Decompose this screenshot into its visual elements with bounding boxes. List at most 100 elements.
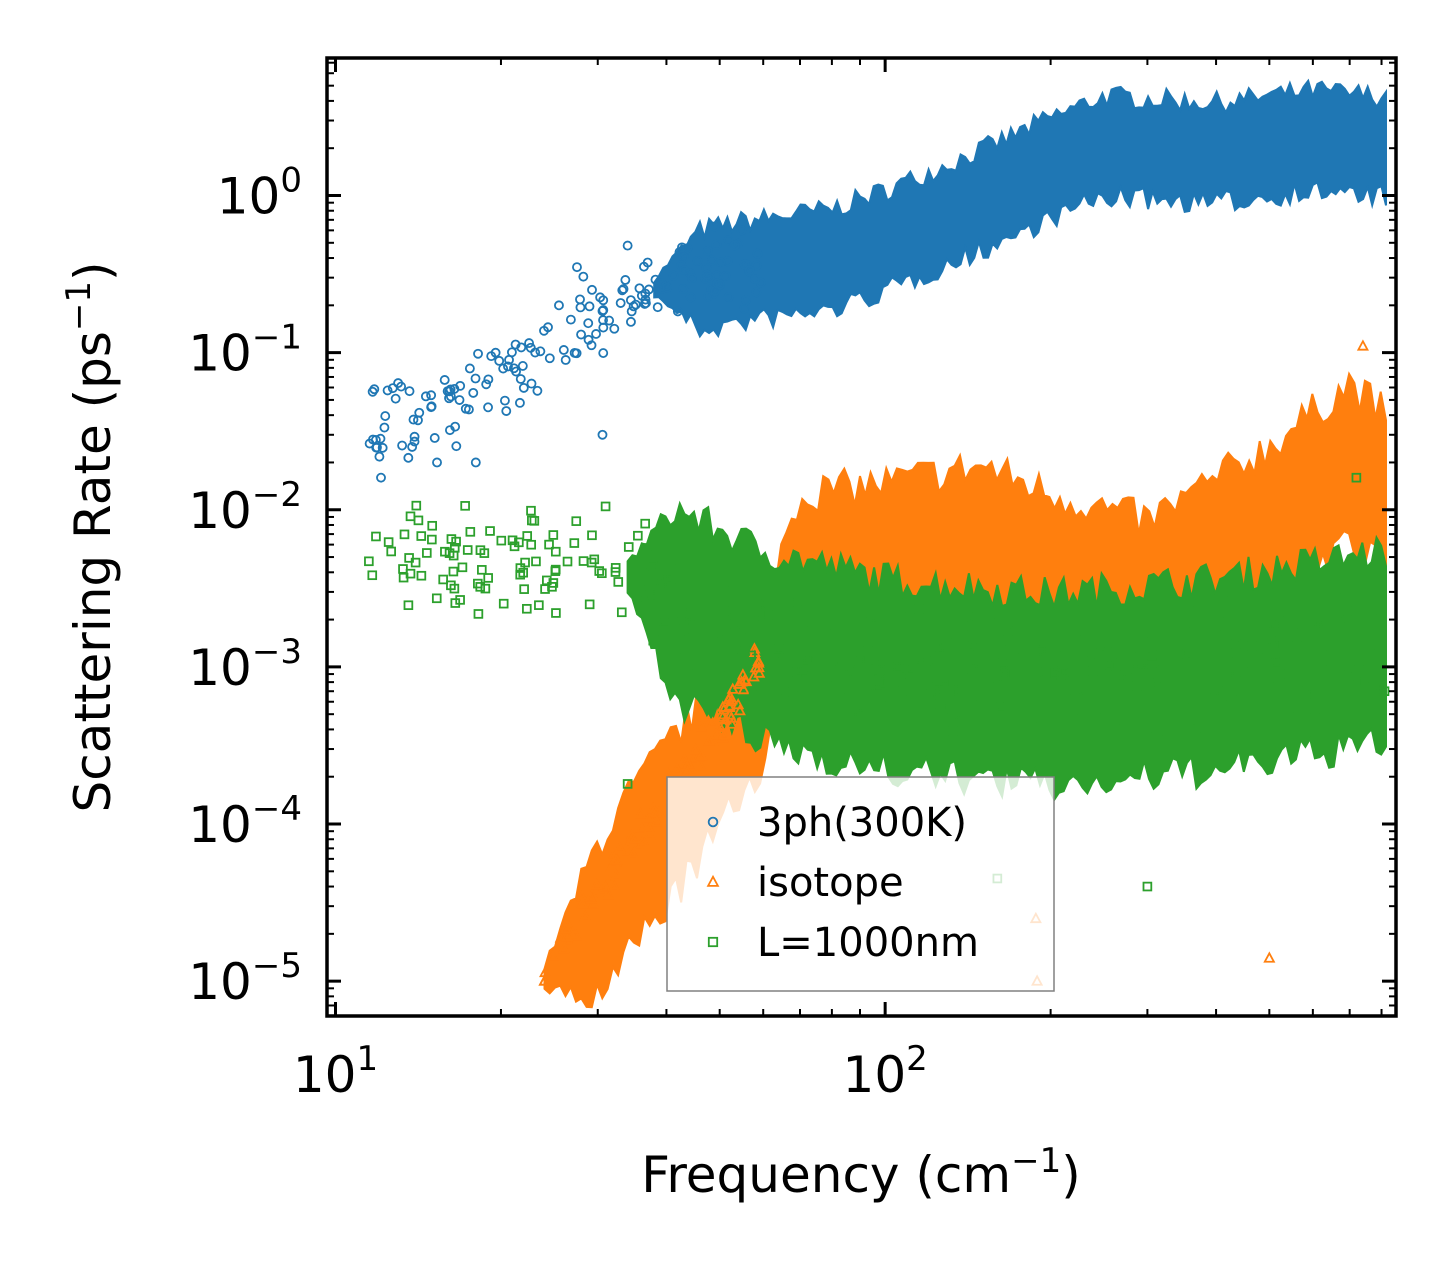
y-tick-label: 10−2 xyxy=(188,475,302,540)
data-point-circle xyxy=(583,318,594,329)
data-point-square xyxy=(1066,676,1076,687)
data-point-square xyxy=(594,566,605,576)
data-point-circle xyxy=(517,361,528,371)
data-point-square xyxy=(569,538,580,548)
data-point-square xyxy=(1228,672,1238,683)
data-point-circle xyxy=(379,422,390,433)
data-point-circle xyxy=(499,395,510,406)
data-point-square xyxy=(1341,608,1351,618)
data-point-square xyxy=(1105,659,1115,670)
data-point-square xyxy=(904,693,914,703)
data-point-circle xyxy=(426,402,437,413)
data-point-circle xyxy=(444,393,454,404)
data-point-square xyxy=(955,714,966,725)
data-point-circle xyxy=(692,256,703,266)
data-point-circle xyxy=(403,452,414,463)
data-point-square xyxy=(946,688,957,698)
data-point-square xyxy=(1266,674,1276,685)
data-point-square xyxy=(676,633,687,644)
data-point-square xyxy=(937,704,948,714)
data-point-square xyxy=(416,570,427,581)
data-point-triangle xyxy=(736,668,749,680)
data-point-circle xyxy=(678,283,689,294)
data-point-square xyxy=(792,667,802,677)
data-point-square xyxy=(890,660,901,671)
data-point-square xyxy=(835,656,845,666)
data-point-square xyxy=(1372,647,1382,658)
data-point-circle xyxy=(578,271,589,282)
data-point-square xyxy=(460,501,470,511)
data-point-square xyxy=(448,566,459,577)
data-point-square xyxy=(656,579,667,590)
data-point-square xyxy=(404,553,414,563)
plot-frame xyxy=(325,56,1398,1018)
data-point-square xyxy=(935,699,946,709)
data-point-circle xyxy=(620,275,631,285)
data-point-square xyxy=(1143,724,1154,735)
data-point-square xyxy=(477,565,487,575)
data-point-triangle xyxy=(695,720,708,732)
data-point-square xyxy=(866,664,877,675)
data-point-square xyxy=(947,685,958,696)
data-point-square xyxy=(1087,656,1097,667)
data-point-square xyxy=(1139,635,1150,645)
data-point-square xyxy=(986,616,997,627)
data-point-square xyxy=(1003,626,1013,636)
data-point-square xyxy=(1154,733,1165,744)
data-point-square xyxy=(852,629,863,640)
data-point-square xyxy=(1048,620,1059,630)
data-point-square xyxy=(1225,594,1236,605)
data-point-square xyxy=(1184,714,1195,725)
data-point-circle xyxy=(615,298,626,308)
data-point-circle xyxy=(481,379,492,390)
data-point-square xyxy=(672,562,682,573)
data-point-square xyxy=(514,537,524,548)
data-point-circle xyxy=(630,299,641,310)
data-point-triangle xyxy=(599,880,612,892)
data-point-triangle xyxy=(735,675,748,687)
data-point-circle xyxy=(703,291,714,302)
data-point-square xyxy=(1206,667,1217,678)
data-point-square xyxy=(1137,659,1148,669)
data-point-circle xyxy=(750,274,760,284)
data-point-square xyxy=(800,624,810,635)
data-point-circle xyxy=(368,434,378,445)
data-point-circle xyxy=(591,329,601,339)
data-point-square xyxy=(571,516,582,526)
data-point-triangle xyxy=(724,708,737,720)
data-point-circle xyxy=(729,240,740,251)
data-point-triangle xyxy=(559,922,572,934)
data-point-square xyxy=(1113,615,1124,626)
data-point-square xyxy=(639,599,649,609)
data-point-square xyxy=(1079,684,1090,695)
legend-label: 3ph(300K) xyxy=(757,800,967,846)
data-point-square xyxy=(1244,613,1255,624)
data-point-square xyxy=(962,612,973,622)
data-point-triangle xyxy=(1356,339,1369,351)
data-point-square xyxy=(427,534,437,545)
data-point-square xyxy=(856,652,867,663)
data-point-triangle xyxy=(749,661,762,673)
data-point-square xyxy=(1255,651,1265,662)
data-point-triangle xyxy=(695,749,708,761)
data-point-square xyxy=(793,598,804,608)
data-point-square xyxy=(799,672,809,683)
data-point-square xyxy=(386,546,396,557)
data-point-square xyxy=(922,706,932,717)
data-point-square xyxy=(600,501,611,512)
data-point-square xyxy=(1156,658,1167,668)
data-point-circle xyxy=(652,302,663,313)
data-point-circle xyxy=(473,348,483,359)
data-point-square xyxy=(1192,724,1203,735)
data-point-triangle xyxy=(733,704,746,716)
data-point-triangle xyxy=(703,734,716,746)
data-point-square xyxy=(1375,624,1386,634)
data-point-square xyxy=(616,607,627,618)
data-point-square xyxy=(483,573,493,583)
data-point-circle xyxy=(543,322,553,333)
data-point-square xyxy=(918,656,928,666)
data-point-square xyxy=(1181,620,1192,630)
data-point-square xyxy=(1132,681,1142,691)
data-point-square xyxy=(411,500,422,511)
data-point-triangle xyxy=(634,807,647,819)
